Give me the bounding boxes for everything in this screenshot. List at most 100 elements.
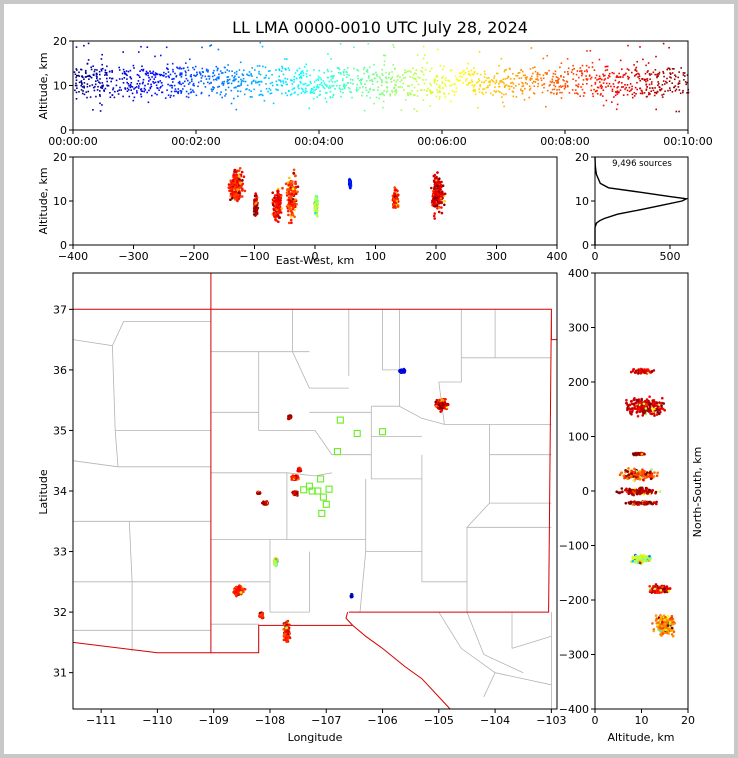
altitude-histogram-line — [594, 156, 689, 245]
time-height-source — [524, 87, 526, 90]
east-west-source — [240, 195, 244, 198]
time-height-source — [657, 81, 659, 83]
time-height-source — [234, 86, 237, 88]
time-height-source — [207, 75, 210, 77]
time-height-source — [213, 87, 215, 89]
time-height-source — [86, 75, 89, 77]
east-west-source — [393, 186, 397, 189]
time-height-source — [611, 90, 614, 92]
time-height-source — [376, 81, 379, 83]
time-height-source — [661, 94, 663, 96]
time-height-source — [306, 70, 308, 72]
time-height-source — [265, 88, 268, 90]
time-height-source — [339, 84, 341, 87]
time-height-source — [212, 72, 215, 74]
time-height-source — [619, 76, 622, 78]
time-height-source — [402, 77, 405, 79]
east-west-source — [238, 181, 242, 185]
time-height-source — [401, 86, 403, 89]
plan-view-x-tick-label: −109 — [199, 714, 229, 727]
time-height-source — [471, 84, 474, 86]
east-west-source — [437, 181, 440, 185]
time-height-source — [411, 76, 414, 79]
time-height-source — [117, 93, 120, 95]
time-height-source — [449, 69, 452, 72]
east-west-source — [434, 202, 437, 205]
time-height-source — [193, 91, 195, 93]
time-height-source — [175, 75, 178, 77]
time-height-source — [224, 95, 226, 97]
time-height-source — [271, 74, 273, 76]
time-height-source — [171, 85, 173, 87]
time-height-source — [664, 90, 666, 93]
time-height-source — [643, 92, 646, 94]
time-height-source — [299, 80, 302, 83]
time-height-source — [650, 81, 653, 83]
east-west-source — [275, 219, 278, 222]
time-height-source — [596, 79, 598, 81]
time-height-source — [305, 87, 307, 90]
altitude-north-south-source — [648, 558, 652, 561]
time-height-source — [125, 70, 128, 72]
time-height-source — [294, 91, 296, 94]
station-marker — [325, 485, 333, 493]
time-height-source — [542, 57, 545, 60]
time-height-source — [673, 78, 676, 81]
east-west-source — [252, 213, 256, 216]
time-height-source — [647, 62, 650, 64]
altitude-north-south-source — [639, 401, 642, 404]
time-height-source — [121, 78, 124, 80]
time-height-panel: 00:00:00 00:02:00 00:04:00 00:06:00 00:08:00… — [37, 35, 713, 148]
time-height-source — [479, 84, 481, 86]
time-height-source — [275, 80, 278, 83]
time-height-source — [477, 107, 479, 109]
plan-view-ylabel: Latitude — [37, 469, 50, 515]
time-height-source — [599, 94, 602, 96]
time-height-source — [211, 75, 214, 78]
time-height-source — [502, 101, 504, 104]
plan-view-source — [398, 370, 401, 373]
time-height-source — [150, 83, 152, 86]
time-height-source — [269, 70, 271, 72]
time-height-source — [180, 76, 183, 78]
altitude-north-south-source — [659, 589, 663, 592]
time-height-source — [109, 77, 111, 79]
plan-view-source — [286, 620, 289, 623]
time-height-source — [556, 76, 559, 79]
time-height-source — [646, 79, 649, 82]
time-height-source — [437, 91, 439, 93]
time-height-source — [94, 83, 97, 86]
east-west-y-tick-label: 20 — [53, 151, 67, 164]
altitude-north-south-source — [652, 399, 655, 403]
time-height-source — [603, 75, 605, 77]
time-height-source — [470, 79, 473, 81]
time-height-source — [367, 42, 370, 45]
time-height-source — [146, 72, 148, 74]
time-height-source — [85, 76, 88, 78]
east-west-source — [253, 208, 256, 212]
time-height-source — [586, 83, 588, 85]
time-height-source — [409, 93, 411, 96]
time-height-source — [654, 73, 656, 76]
time-height-source — [495, 91, 497, 93]
time-height-source — [424, 68, 427, 71]
plan-view-x-tick-label: −111 — [86, 714, 116, 727]
time-height-source — [404, 76, 407, 79]
time-height-source — [555, 76, 558, 78]
time-height-source — [543, 86, 545, 89]
plan-view-source — [285, 626, 289, 629]
time-height-source — [301, 88, 304, 91]
time-height-source — [90, 76, 93, 79]
time-height-source — [535, 78, 537, 81]
time-height-source — [626, 84, 629, 86]
time-height-source — [281, 65, 283, 68]
time-height-source — [678, 110, 680, 113]
time-height-source — [678, 89, 681, 91]
time-height-source — [185, 90, 188, 93]
time-height-source — [624, 73, 626, 76]
time-height-source — [118, 69, 121, 71]
time-height-source — [560, 97, 563, 99]
time-height-source — [483, 81, 485, 83]
east-west-source — [271, 191, 275, 194]
